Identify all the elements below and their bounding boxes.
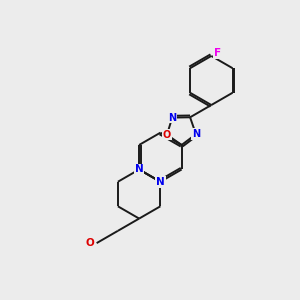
Text: O: O [163, 130, 171, 140]
Text: O: O [85, 238, 94, 248]
Text: N: N [135, 164, 143, 175]
Text: N: N [156, 177, 165, 187]
Text: F: F [214, 48, 220, 58]
Text: N: N [168, 112, 176, 123]
Text: N: N [192, 129, 200, 139]
